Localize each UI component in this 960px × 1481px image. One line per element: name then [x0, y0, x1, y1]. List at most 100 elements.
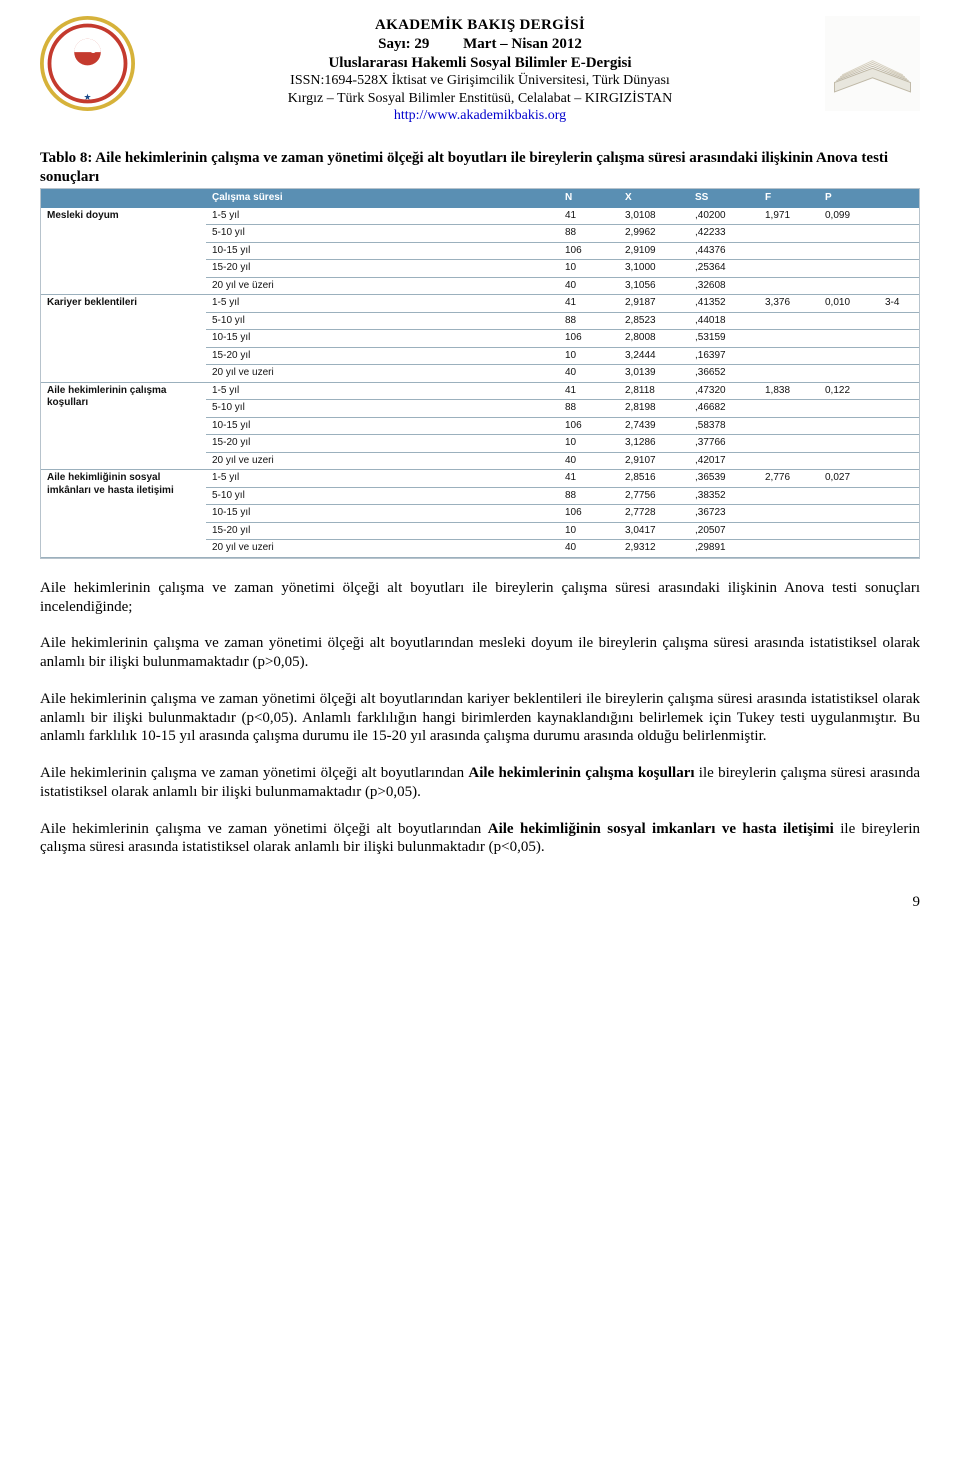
anova-f: [759, 452, 819, 470]
anova-f: [759, 505, 819, 523]
anova-x: 2,7756: [619, 487, 689, 505]
anova-ss: ,25364: [689, 260, 759, 278]
anova-range: 10-15 yıl: [206, 505, 559, 523]
anova-n: 10: [559, 347, 619, 365]
anova-n: 88: [559, 312, 619, 330]
anova-n: 41: [559, 208, 619, 225]
anova-extra: [879, 365, 919, 383]
anova-ss: ,40200: [689, 208, 759, 225]
journal-issn: ISSN:1694-528X İktisat ve Girişimcilik Ü…: [147, 72, 813, 90]
anova-group-label: Mesleki doyum: [41, 208, 206, 295]
anova-group-label: Aile hekimlerinin çalışma koşulları: [41, 382, 206, 470]
anova-table-wrapper: Çalışma süresiNXSSFP Mesleki doyum 1-5 yı…: [40, 188, 920, 559]
anova-x: 3,0139: [619, 365, 689, 383]
anova-n: 40: [559, 452, 619, 470]
anova-ss: ,58378: [689, 417, 759, 435]
anova-extra: [879, 452, 919, 470]
anova-ss: ,16397: [689, 347, 759, 365]
anova-x: 2,8198: [619, 400, 689, 418]
anova-p: [819, 277, 879, 295]
anova-table: Çalışma süresiNXSSFP Mesleki doyum 1-5 yı…: [41, 189, 919, 558]
paragraph-5-pre: Aile hekimlerinin çalışma ve zaman yönet…: [40, 821, 488, 837]
anova-extra: [879, 470, 919, 488]
anova-n: 10: [559, 260, 619, 278]
anova-ss: ,36539: [689, 470, 759, 488]
paragraph-1: Aile hekimlerinin çalışma ve zaman yönet…: [40, 579, 920, 617]
anova-extra: [879, 277, 919, 295]
anova-p: [819, 400, 879, 418]
anova-x: 3,0108: [619, 208, 689, 225]
anova-extra: 3-4: [879, 295, 919, 313]
anova-extra: [879, 312, 919, 330]
anova-range: 20 yıl ve uzeri: [206, 452, 559, 470]
anova-extra: [879, 505, 919, 523]
anova-extra: [879, 382, 919, 400]
anova-p: [819, 452, 879, 470]
anova-range: 5-10 yıl: [206, 487, 559, 505]
anova-x: 2,9312: [619, 540, 689, 558]
anova-x: 2,8008: [619, 330, 689, 348]
anova-extra: [879, 208, 919, 225]
anova-n: 88: [559, 487, 619, 505]
anova-ss: ,46682: [689, 400, 759, 418]
journal-inst: Kırgız – Türk Sosyal Bilimler Enstitüsü,…: [147, 90, 813, 108]
anova-f: [759, 435, 819, 453]
anova-n: 10: [559, 522, 619, 540]
anova-x: 2,8118: [619, 382, 689, 400]
anova-range: 15-20 yıl: [206, 260, 559, 278]
journal-subtitle: Uluslararası Hakemli Sosyal Bilimler E-D…: [147, 54, 813, 73]
anova-x: 2,7439: [619, 417, 689, 435]
anova-f: [759, 312, 819, 330]
anova-ss: ,29891: [689, 540, 759, 558]
anova-x: 2,8516: [619, 470, 689, 488]
anova-x: 3,0417: [619, 522, 689, 540]
anova-x: 2,9107: [619, 452, 689, 470]
anova-extra: [879, 260, 919, 278]
anova-f: [759, 365, 819, 383]
anova-ss: ,53159: [689, 330, 759, 348]
table-caption: Tablo 8: Aile hekimlerinin çalışma ve za…: [40, 149, 920, 187]
anova-p: [819, 505, 879, 523]
journal-issue: Sayı: 29 Mart – Nisan 2012: [147, 35, 813, 54]
anova-col-header: X: [619, 189, 689, 208]
anova-n: 10: [559, 435, 619, 453]
anova-f: [759, 417, 819, 435]
anova-range: 20 yıl ve üzeri: [206, 277, 559, 295]
anova-f: [759, 260, 819, 278]
anova-range: 15-20 yıl: [206, 522, 559, 540]
paragraph-2: Aile hekimlerinin çalışma ve zaman yönet…: [40, 634, 920, 672]
anova-p: [819, 417, 879, 435]
anova-f: 1,971: [759, 208, 819, 225]
anova-range: 1-5 yıl: [206, 382, 559, 400]
table-row: Mesleki doyum1-5 yıl413,0108,402001,9710…: [41, 208, 919, 225]
paragraph-5: Aile hekimlerinin çalışma ve zaman yönet…: [40, 820, 920, 858]
anova-ss: ,41352: [689, 295, 759, 313]
anova-f: [759, 347, 819, 365]
anova-p: 0,099: [819, 208, 879, 225]
anova-ss: ,42233: [689, 225, 759, 243]
anova-ss: ,42017: [689, 452, 759, 470]
anova-extra: [879, 540, 919, 558]
anova-range: 1-5 yıl: [206, 470, 559, 488]
anova-range: 20 yıl ve uzeri: [206, 365, 559, 383]
paragraph-4: Aile hekimlerinin çalışma ve zaman yönet…: [40, 764, 920, 802]
table-row: Aile hekimliğinin sosyal imkânları ve ha…: [41, 470, 919, 488]
anova-n: 106: [559, 330, 619, 348]
anova-range: 20 yıl ve uzeri: [206, 540, 559, 558]
journal-link[interactable]: http://www.akademikbakis.org: [394, 108, 566, 123]
anova-extra: [879, 225, 919, 243]
anova-table-head: Çalışma süresiNXSSFP: [41, 189, 919, 208]
anova-ss: ,36723: [689, 505, 759, 523]
table-row: Kariyer beklentileri1-5 yıl412,9187,4135…: [41, 295, 919, 313]
anova-f: 1,838: [759, 382, 819, 400]
anova-table-body: Mesleki doyum 1-5 yıl 413,0108,402001,9710…: [41, 208, 919, 558]
book-image: [825, 16, 920, 111]
anova-n: 88: [559, 400, 619, 418]
journal-header: ★ AKADEMİK BAKIŞ DERGİSİ Sayı: 29 Mart –…: [40, 0, 920, 149]
anova-x: 3,1000: [619, 260, 689, 278]
anova-x: 3,1286: [619, 435, 689, 453]
anova-range: 15-20 yıl: [206, 347, 559, 365]
anova-n: 106: [559, 505, 619, 523]
anova-p: [819, 312, 879, 330]
anova-group-label: Kariyer beklentileri: [41, 295, 206, 383]
